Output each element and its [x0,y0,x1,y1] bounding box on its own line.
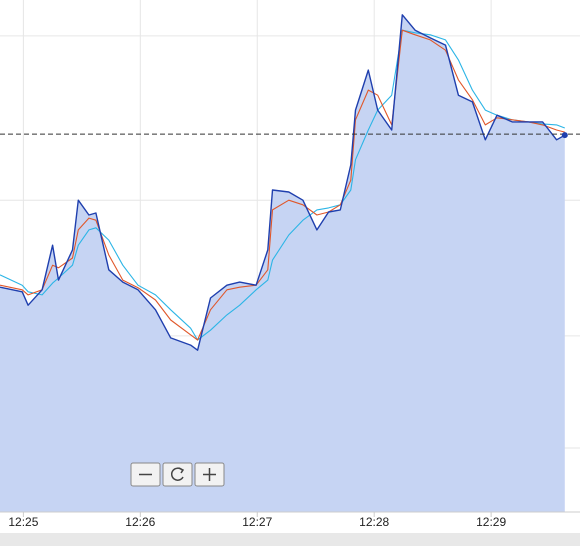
x-tick-label: 12:25 [8,515,38,529]
scroll-strip [0,533,580,546]
zoom-out-button[interactable] [130,462,161,487]
line [0,14,566,351]
x-tick-label: 12:26 [125,515,155,529]
x-tick-label: 12:28 [359,515,389,529]
zoom-controls [130,462,225,487]
x-tick-label: 12:27 [242,515,272,529]
last-point [561,132,568,139]
reset-icon [170,467,184,481]
plot-layer [0,0,580,513]
reset-button[interactable] [162,462,193,487]
x-tick-label: 12:29 [476,515,506,529]
line [0,29,565,341]
line [0,29,565,341]
area [0,14,565,513]
reset-box[interactable] [162,462,193,487]
reset-arrow [178,467,185,474]
zoom-in-button[interactable] [194,462,225,487]
